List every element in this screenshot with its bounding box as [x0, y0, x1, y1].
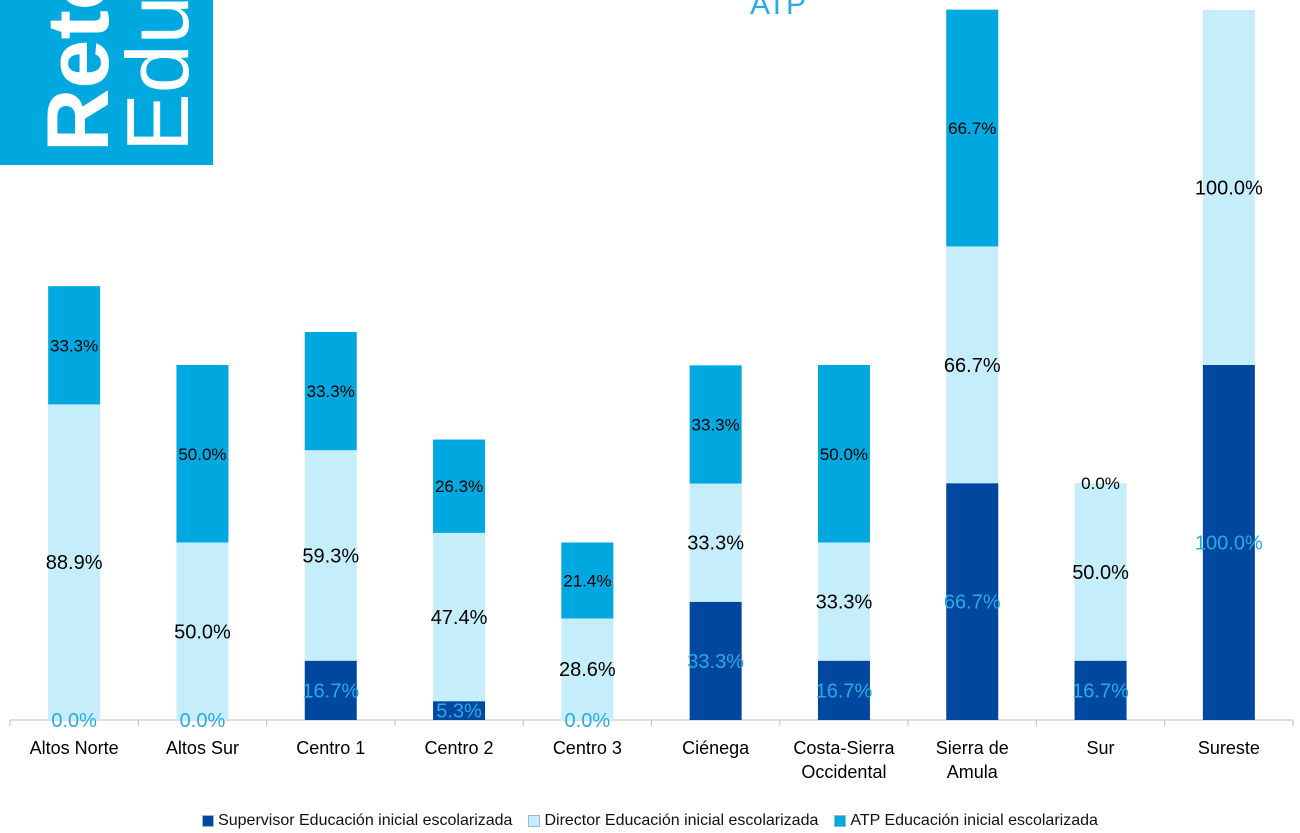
x-tick-label: Centro 1 — [296, 738, 366, 758]
legend-label: Director Educación inicial escolarizada — [544, 812, 819, 829]
bar-segment — [176, 542, 229, 720]
legend-label: Supervisor Educación inicial escolarizad… — [218, 812, 513, 829]
value-label: 26.3% — [435, 477, 483, 496]
bar-segment — [1202, 10, 1255, 365]
x-tick-label: Sur — [1086, 738, 1115, 758]
value-label: 66.7% — [944, 355, 1001, 377]
bar-segment — [946, 246, 999, 484]
value-label: 47.4% — [431, 607, 488, 629]
value-label: 33.3% — [307, 382, 355, 401]
legend-swatch — [834, 815, 847, 827]
bar-segment — [817, 365, 870, 543]
value-label: 28.6% — [559, 659, 616, 681]
bar-segment — [433, 439, 486, 533]
value-label: 50.0% — [178, 445, 226, 464]
bar-segment — [48, 404, 101, 720]
chart-title: ATP — [750, 0, 806, 21]
legend-item: Director Educación inicial escolarizada — [528, 812, 818, 830]
x-tick-label: Sureste — [1197, 738, 1260, 758]
value-label: 100.0% — [1195, 178, 1263, 200]
banner-bold: Reto — [28, 0, 127, 152]
bar-segment — [561, 618, 614, 720]
value-label: 5.3% — [436, 701, 482, 723]
bar-segment — [1074, 483, 1127, 661]
value-label: 0.0% — [180, 710, 226, 732]
legend: Supervisor Educación inicial escolarizad… — [0, 812, 1300, 830]
bar-segment — [946, 483, 999, 720]
legend-item: ATP Educación inicial escolarizada — [834, 812, 1098, 830]
legend-swatch — [528, 815, 541, 827]
value-label: 33.3% — [687, 651, 744, 673]
value-label: 59.3% — [302, 545, 359, 567]
value-label: 33.3% — [687, 533, 744, 555]
value-label: 33.3% — [50, 336, 98, 355]
legend-item: Supervisor Educación inicial escolarizad… — [202, 812, 512, 830]
bar-segment — [304, 331, 357, 451]
x-tick-label: Altos Sur — [165, 738, 239, 758]
x-tick-label: Centro 3 — [552, 738, 622, 758]
value-label: 66.7% — [944, 592, 1001, 614]
bar-segment — [817, 542, 870, 661]
value-label: 21.4% — [563, 571, 611, 590]
x-tick-label: Centro 2 — [424, 738, 494, 758]
value-label: 100.0% — [1195, 533, 1263, 555]
bar-segment — [304, 660, 357, 720]
bar-segment — [176, 365, 229, 543]
x-tick-label: Costa-Sierra Occidental — [793, 738, 895, 782]
value-label: 88.9% — [46, 552, 103, 574]
value-label: 16.7% — [302, 680, 359, 702]
bar-segment — [561, 542, 614, 619]
bar-segment — [48, 286, 101, 405]
bar-segment — [1202, 365, 1255, 720]
value-label: 0.0% — [1081, 474, 1120, 493]
value-label: 16.7% — [816, 680, 873, 702]
bar-segment — [946, 9, 999, 247]
bar-segment — [689, 483, 742, 602]
value-label: 33.3% — [692, 415, 740, 434]
value-label: 50.0% — [820, 445, 868, 464]
value-label: 0.0% — [51, 710, 97, 732]
bar-segment — [433, 701, 486, 720]
value-label: 33.3% — [816, 592, 873, 614]
legend-swatch — [202, 815, 215, 827]
value-label: 66.7% — [948, 119, 996, 138]
bar-segment — [689, 365, 742, 484]
banner — [0, 0, 213, 165]
value-label: 16.7% — [1072, 680, 1129, 702]
bar-segment — [689, 601, 742, 720]
x-tick-label: Ciénega — [682, 738, 750, 758]
value-label: 50.0% — [174, 621, 231, 643]
x-tick-label: Altos Norte — [29, 738, 119, 758]
value-label: 50.0% — [1072, 562, 1129, 584]
bar-segment — [304, 450, 357, 661]
bar-segment — [817, 660, 870, 720]
legend-label: ATP Educación inicial escolarizada — [850, 812, 1098, 829]
value-label: 0.0% — [565, 710, 611, 732]
bar-segment — [433, 532, 486, 702]
banner-light: Edu — [108, 0, 207, 152]
bar-segment — [1074, 660, 1127, 720]
x-tick-label: Sierra de Amula — [935, 738, 1009, 782]
